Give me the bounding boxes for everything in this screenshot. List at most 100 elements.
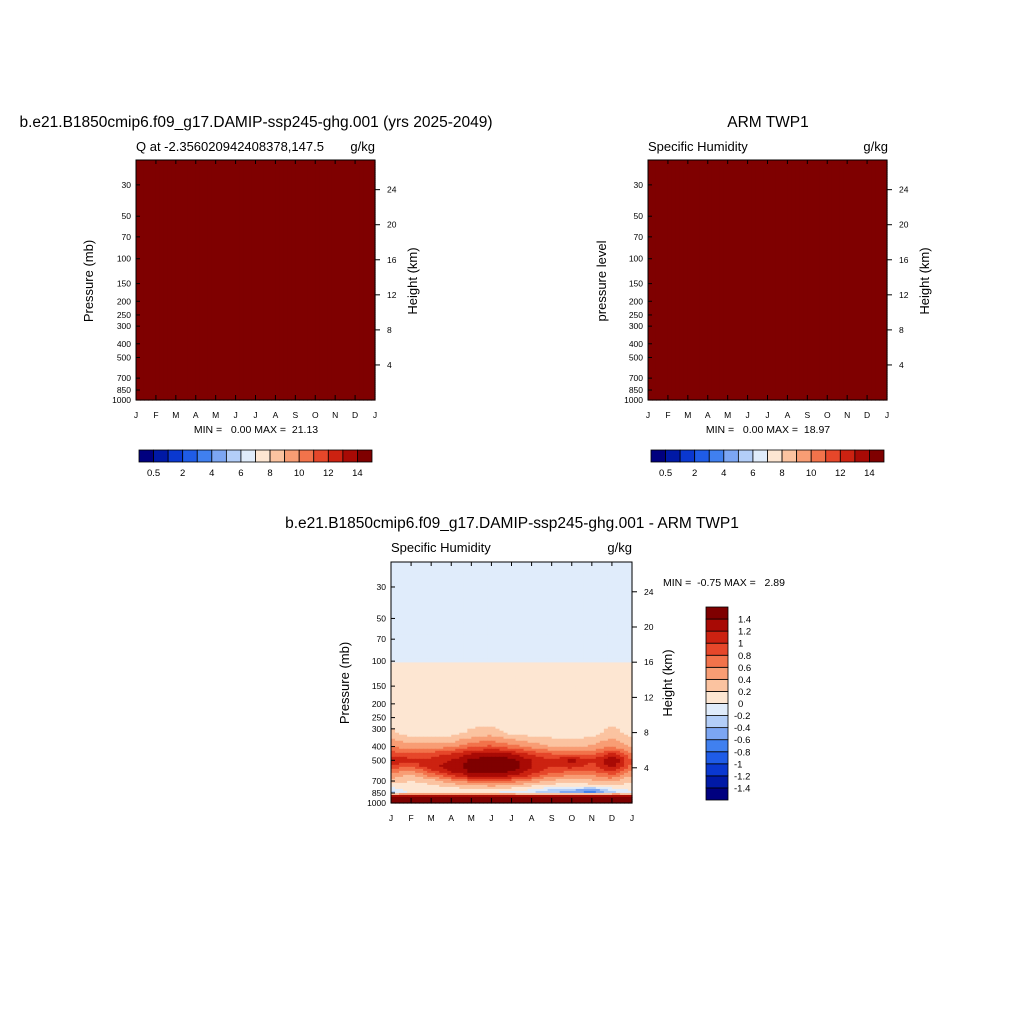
field-cell [147,266,153,269]
field-cell [371,188,376,191]
field-cell [151,236,157,239]
field-cell [343,210,348,213]
field-cell [319,266,324,269]
field-cell [291,266,296,269]
field-cell [136,268,141,271]
field-cell [351,246,356,249]
field-cell [151,178,157,181]
field-cell [347,234,352,237]
field-cell [191,252,197,255]
field-cell [323,228,328,231]
field-cell [179,242,185,245]
field-cell [351,242,356,245]
field-cell [215,202,221,205]
field-cell [199,264,205,267]
field-cell [151,246,157,249]
field-cell [267,240,273,243]
field-cell [355,184,360,187]
field-cell [207,268,213,271]
field-cell [267,192,273,195]
field-cell [191,280,197,283]
field-cell [175,270,181,273]
field-cell [211,244,217,247]
field-cell [331,264,336,267]
field-cell [231,284,237,287]
field-cell [247,278,253,281]
field-cell [367,270,372,273]
field-cell [267,238,273,241]
field-cell [231,178,237,181]
field-cell [231,218,237,221]
field-cell [279,166,284,169]
field-cell [247,252,253,255]
field-cell [179,180,185,183]
field-cell [215,194,221,197]
field-cell [243,178,249,181]
field-cell [271,226,277,229]
field-cell [311,232,316,235]
field-cell [207,188,213,191]
field-cell [259,222,265,225]
field-cell [147,276,153,279]
field-cell [215,234,221,237]
field-cell [283,184,288,187]
field-cell [199,212,205,215]
field-cell [363,198,368,201]
field-cell [247,244,253,247]
field-cell [339,234,344,237]
field-cell [219,202,225,205]
field-cell [347,252,352,255]
field-cell [359,276,364,279]
field-cell [287,200,292,203]
field-cell [139,250,145,253]
field-cell [171,168,177,171]
field-cell [211,272,217,275]
field-cell [311,192,316,195]
field-cell [183,200,189,203]
field-cell [207,230,213,233]
field-cell [247,188,253,191]
field-cell [339,260,344,263]
field-cell [219,250,225,253]
field-cell [243,224,249,227]
field-cell [331,214,336,217]
field-cell [219,284,225,287]
field-cell [191,260,197,263]
field-cell [287,260,292,263]
field-cell [136,162,141,165]
field-cell [187,226,193,229]
field-cell [147,180,153,183]
field-cell [259,188,265,191]
field-cell [167,236,173,239]
field-cell [207,238,213,241]
field-cell [151,276,157,279]
field-cell [363,162,368,165]
field-cell [303,264,308,267]
field-cell [203,170,209,173]
field-cell [187,282,193,285]
field-cell [283,244,288,247]
field-cell [363,266,368,269]
field-cell [191,176,197,179]
field-cell [311,186,316,189]
field-cell [359,174,364,177]
field-cell [136,226,141,229]
field-cell [136,188,141,191]
field-cell [315,176,320,179]
field-cell [187,274,193,277]
field-cell [279,200,284,203]
field-cell [335,172,340,175]
field-cell [275,272,280,275]
field-cell [351,254,356,257]
field-cell [171,200,177,203]
field-cell [275,236,280,239]
field-cell [315,278,320,281]
field-cell [155,170,161,173]
field-cell [239,200,245,203]
field-cell [215,184,221,187]
field-cell [195,274,201,277]
field-cell [351,212,356,215]
field-cell [343,262,348,265]
field-cell [151,270,157,273]
field-cell [319,274,324,277]
